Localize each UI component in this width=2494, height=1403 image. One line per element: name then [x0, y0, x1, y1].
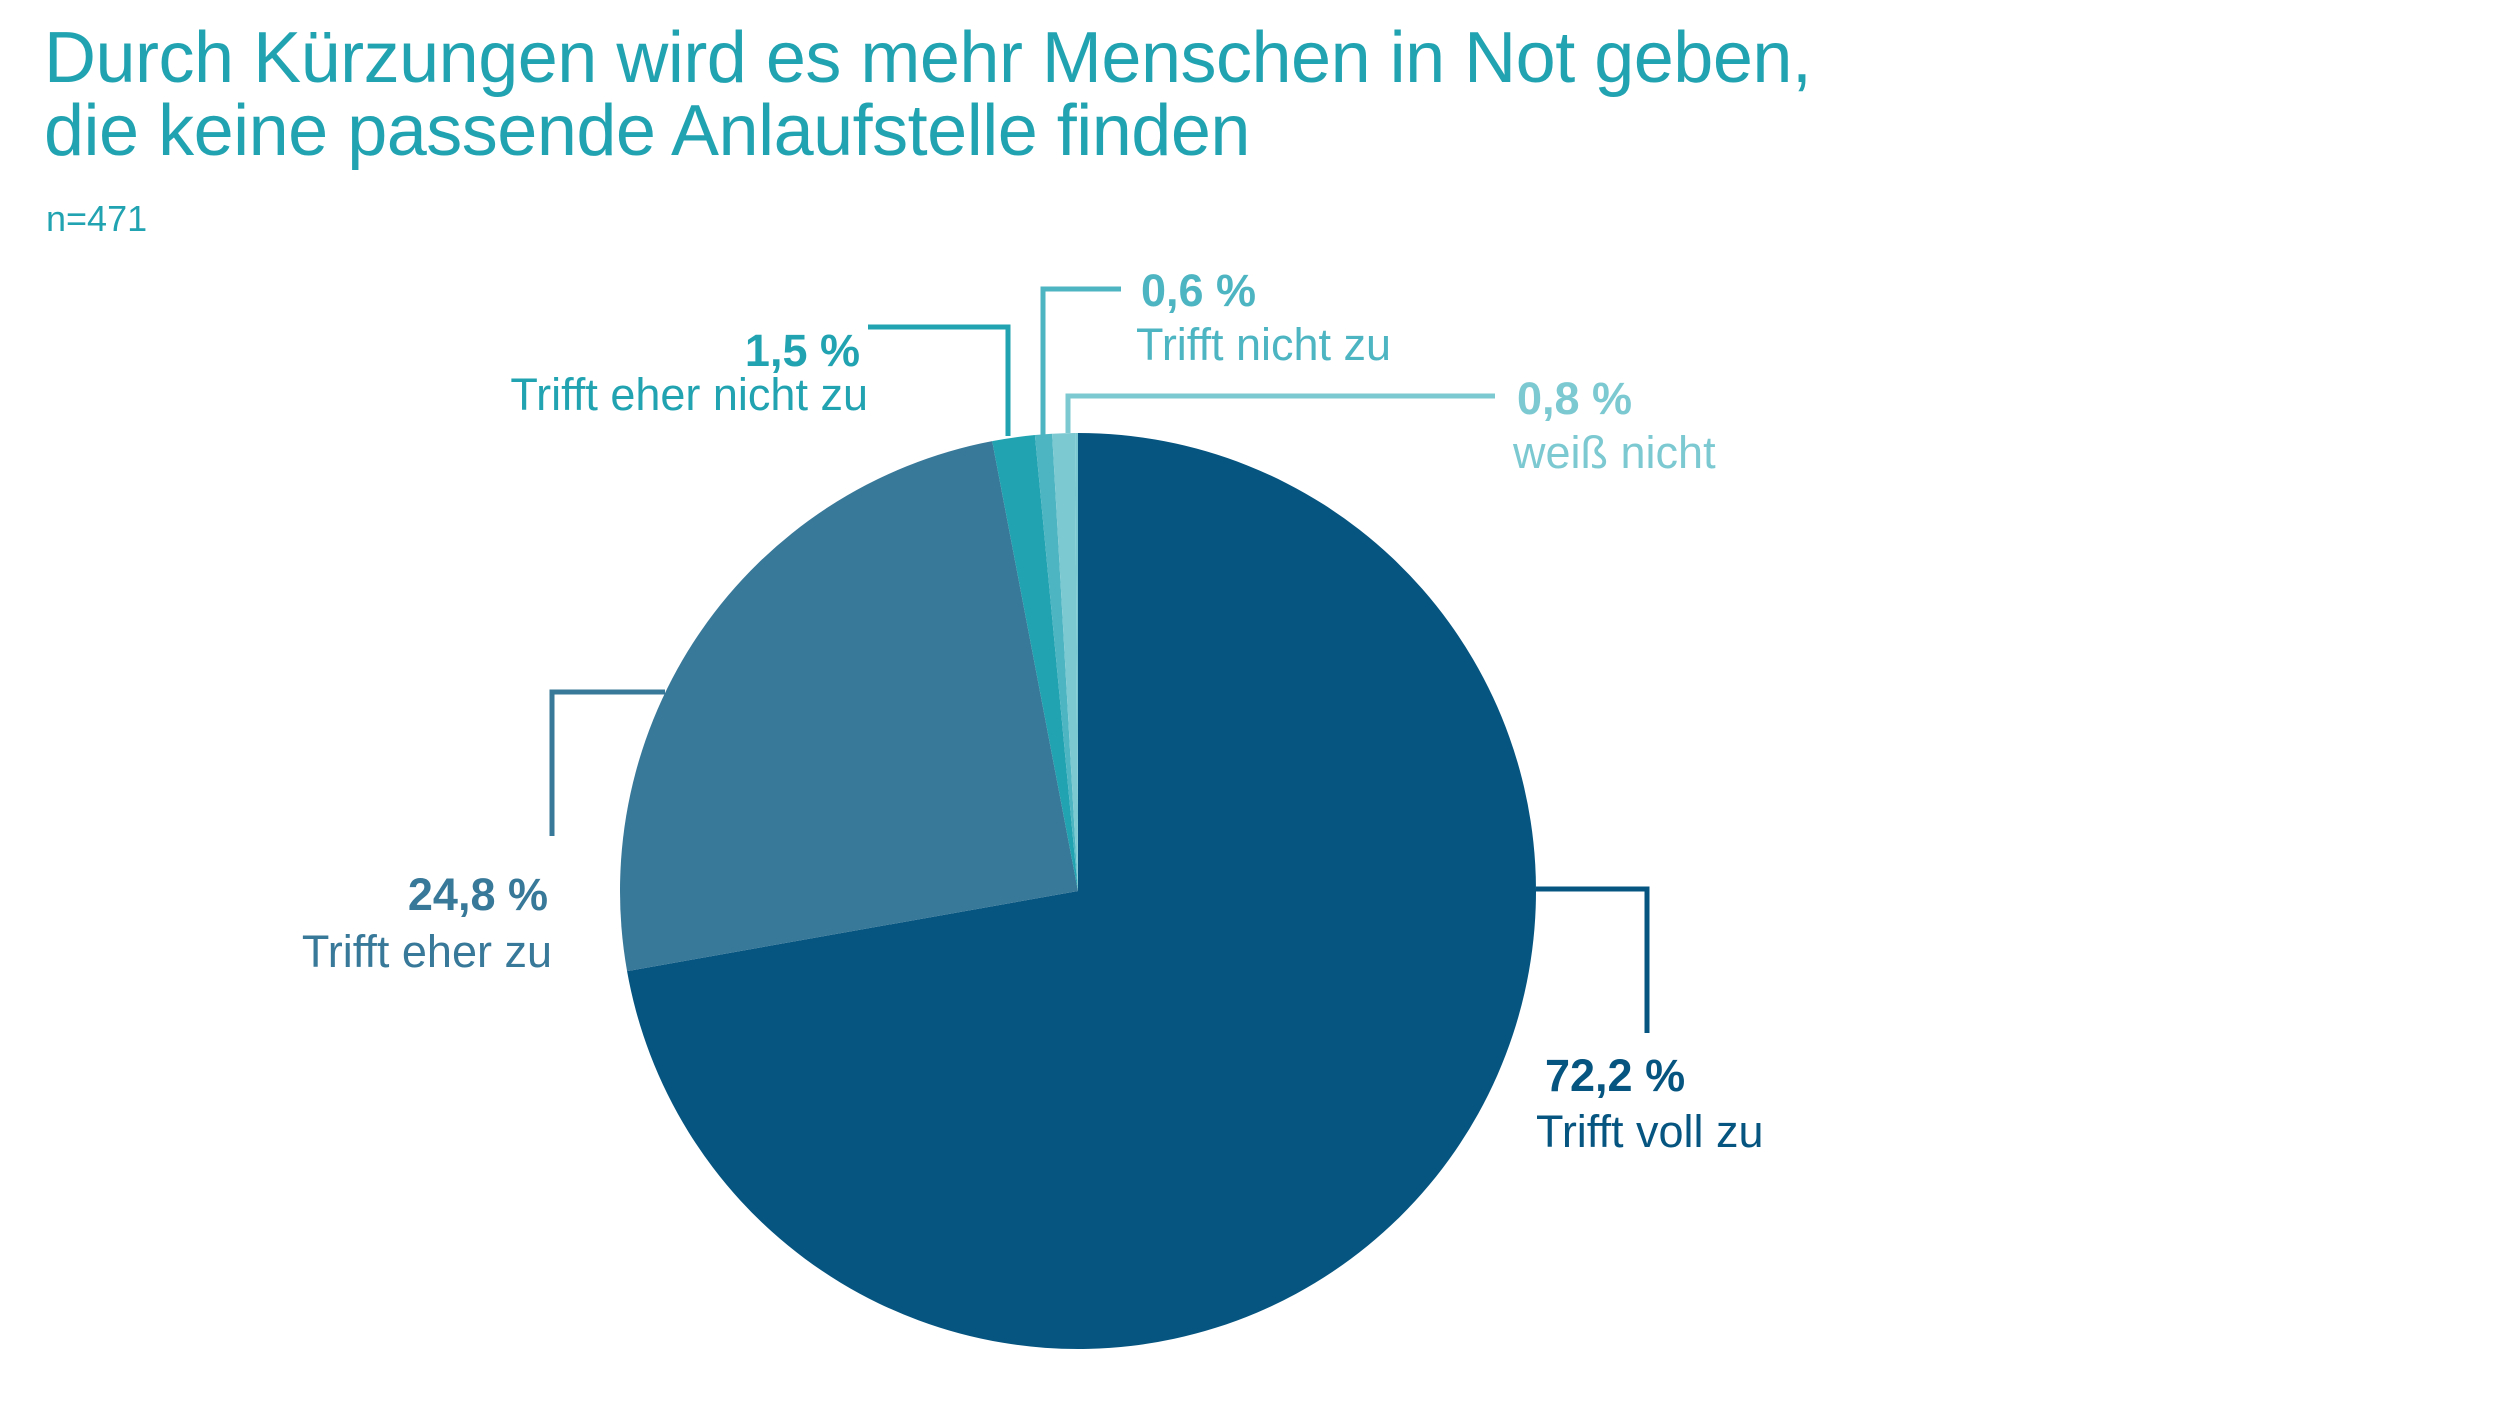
chart-title-line-1: Durch Kürzungen wird es mehr Menschen in…: [44, 18, 1812, 98]
chart-title-line-2: die keine passende Anlaufstelle finden: [44, 91, 1250, 171]
data-label-value-4: 0,6 %: [1141, 265, 1256, 316]
data-label-category-5: weiß nicht: [1512, 427, 1716, 478]
pie-slice-1: [627, 433, 1537, 1349]
data-label-category-3: Trifft eher nicht zu: [510, 369, 868, 420]
data-label-category-2: Trifft eher zu: [302, 926, 552, 977]
data-label-value-2: 24,8 %: [408, 869, 548, 920]
leader-line-4: [1040, 286, 1121, 435]
data-label-category-4: Trifft nicht zu: [1136, 319, 1391, 370]
sample-size: n=471: [46, 198, 148, 239]
data-label-category-1: Trifft voll zu: [1536, 1106, 1764, 1157]
leader-line-3: [868, 324, 1011, 436]
pie-slice-4: [1034, 433, 1078, 891]
data-label-value-1: 72,2 %: [1545, 1050, 1685, 1101]
pie-slice-5: [1052, 433, 1078, 891]
data-label-value-3: 1,5 %: [745, 325, 860, 376]
pie-slice-3: [992, 435, 1078, 891]
pie-slice-rounding-gap: [1075, 433, 1078, 891]
chart-title: Durch Kürzungen wird es mehr Menschen in…: [44, 18, 1812, 171]
leader-line-5: [1065, 393, 1495, 433]
data-label-value-5: 0,8 %: [1517, 373, 1632, 424]
pie-slice-2: [620, 441, 1078, 972]
leader-line-1: [1536, 886, 1650, 1033]
leader-line-2: [549, 689, 665, 836]
